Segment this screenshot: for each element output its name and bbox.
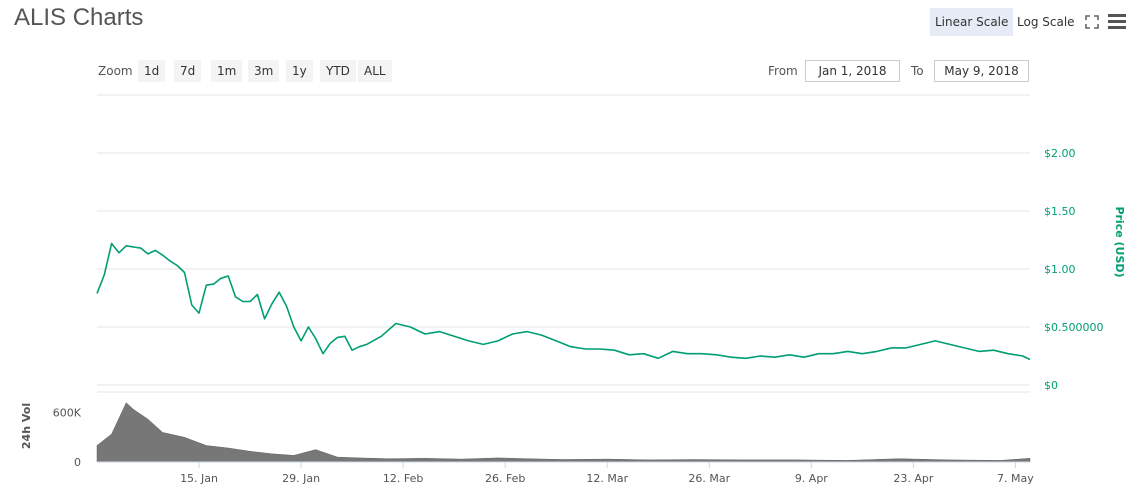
page-title: ALIS Charts: [14, 4, 144, 31]
price-axis-title: Price (USD): [1113, 206, 1126, 277]
price-tick-label: $2.00: [1044, 147, 1076, 160]
fullscreen-icon[interactable]: [1085, 14, 1099, 33]
price-tick-label: $1.50: [1044, 205, 1076, 218]
zoom-label: Zoom: [98, 64, 133, 78]
x-tick-label: 12. Feb: [383, 472, 423, 485]
x-tick-label: 9. Apr: [795, 472, 828, 485]
from-label: From: [768, 64, 798, 78]
log-scale-button[interactable]: Log Scale: [1017, 15, 1075, 29]
price-series-line: [96, 242, 1031, 361]
price-tick-label: $0: [1044, 379, 1058, 392]
zoom-button-3m[interactable]: 3m: [248, 60, 280, 82]
hamburger-menu-icon[interactable]: [1108, 14, 1126, 32]
price-tick-label: $0.500000: [1044, 321, 1104, 334]
zoom-button-7d[interactable]: 7d: [174, 60, 202, 82]
to-label: To: [911, 64, 924, 78]
x-tick-label: 29. Jan: [282, 472, 320, 485]
from-date-input[interactable]: Jan 1, 2018: [805, 60, 900, 82]
x-tick-label: 7. May: [997, 472, 1034, 485]
x-tick-label: 23. Apr: [893, 472, 933, 485]
volume-tick-label: 0: [74, 456, 81, 469]
zoom-button-ytd[interactable]: YTD: [320, 60, 356, 82]
volume-axis-title: 24h Vol: [20, 403, 33, 449]
zoom-button-1d[interactable]: 1d: [138, 60, 166, 82]
x-tick-label: 15. Jan: [180, 472, 218, 485]
volume-series-area: [96, 402, 1031, 463]
x-tick-label: 26. Feb: [485, 472, 525, 485]
zoom-button-1m[interactable]: 1m: [211, 60, 243, 82]
to-date-input[interactable]: May 9, 2018: [934, 60, 1029, 82]
zoom-button-all[interactable]: ALL: [358, 60, 392, 82]
x-tick-label: 26. Mar: [688, 472, 730, 485]
x-tick-label: 12. Mar: [586, 472, 628, 485]
volume-tick-label: 600K: [53, 407, 82, 420]
linear-scale-button[interactable]: Linear Scale: [930, 8, 1014, 36]
zoom-button-1y[interactable]: 1y: [286, 60, 313, 82]
price-tick-label: $1.00: [1044, 263, 1076, 276]
